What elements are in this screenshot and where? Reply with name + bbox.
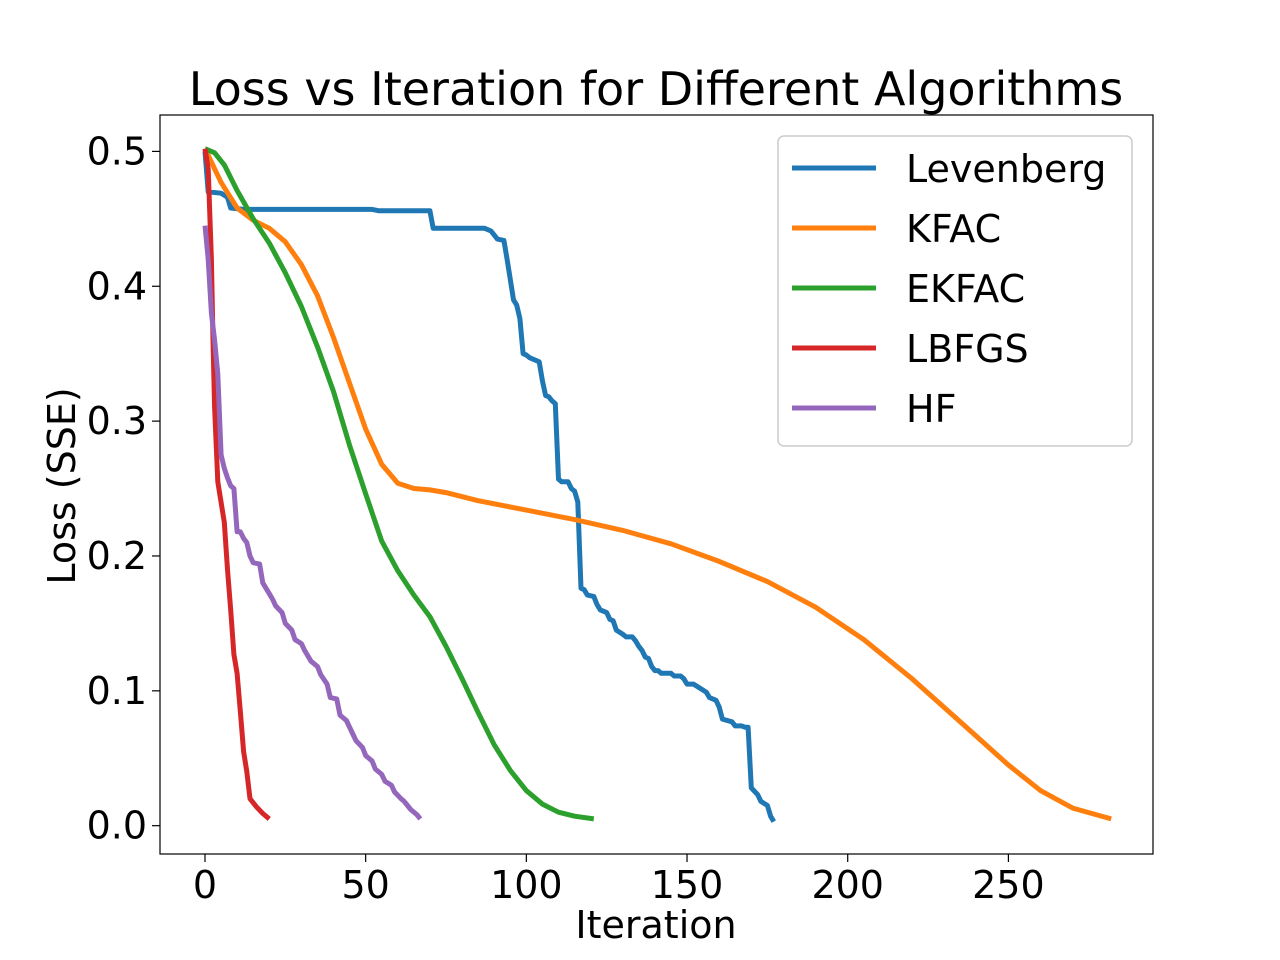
y-tick-label: 0.4 (87, 264, 147, 308)
chart-title: Loss vs Iteration for Different Algorith… (189, 62, 1123, 116)
legend: Levenberg KFAC EKFAC LBFGS HF (777, 135, 1133, 447)
y-axis-label: Loss (SSE) (40, 387, 84, 584)
legend-label-lbfgs: LBFGS (906, 327, 1029, 371)
y-tick-label: 0.0 (87, 804, 147, 848)
legend-box (777, 135, 1133, 447)
x-tick-label: 250 (972, 863, 1045, 907)
y-tick-label: 0.5 (87, 129, 147, 173)
legend-label-levenberg: Levenberg (906, 147, 1106, 191)
y-tick-label: 0.2 (87, 534, 147, 578)
series-line-kfac (202, 147, 1112, 822)
legend-label-hf: HF (906, 387, 956, 431)
x-tick-label: 200 (811, 863, 884, 907)
series-line-levenberg (202, 151, 776, 823)
plot-frame (159, 114, 1154, 855)
series-line-ekfac (204, 146, 595, 822)
x-tick-label: 50 (341, 863, 389, 907)
y-tick-label: 0.3 (87, 399, 147, 443)
x-tick-label: 150 (651, 863, 724, 907)
x-axis-ticks: 0 50 100 150 200 250 (193, 854, 1045, 907)
legend-label-ekfac: EKFAC (906, 267, 1025, 311)
y-tick-label: 0.1 (87, 669, 147, 713)
series-layer (202, 146, 1112, 823)
x-axis-label: Iteration (575, 903, 736, 947)
series-line-hf (202, 225, 423, 821)
x-tick-label: 0 (193, 863, 217, 907)
y-axis-ticks: 0.0 0.1 0.2 0.3 0.4 0.5 (87, 129, 160, 848)
legend-label-kfac: KFAC (906, 207, 1001, 251)
x-tick-label: 100 (490, 863, 563, 907)
